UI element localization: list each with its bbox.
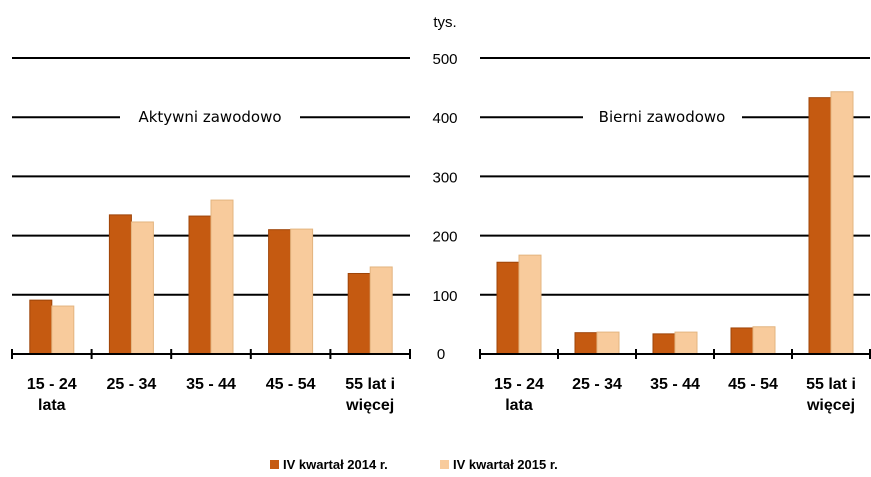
bar-2015 xyxy=(752,326,776,355)
x-tick-label: lata xyxy=(38,397,66,414)
legend: IV kwartał 2014 r. IV kwartał 2015 r. xyxy=(270,457,558,472)
panel-title: Aktywni zawodowo xyxy=(138,108,281,126)
axes xyxy=(11,349,871,359)
x-tick-label: więcej xyxy=(345,397,394,414)
bar-2015 xyxy=(596,331,620,355)
bar-2015 xyxy=(290,228,314,355)
legend-swatch xyxy=(270,460,279,469)
x-tick-label: 25 - 34 xyxy=(572,376,622,393)
bar-2014 xyxy=(268,229,292,355)
x-tick-label: 45 - 54 xyxy=(266,376,316,393)
bar-2014 xyxy=(730,327,754,355)
bar-2014 xyxy=(496,261,520,355)
legend-label: IV kwartał 2014 r. xyxy=(283,457,388,472)
bar-2014 xyxy=(29,299,53,355)
bar-2014 xyxy=(574,332,598,355)
panel-title: Bierni zawodowo xyxy=(599,108,726,126)
bars xyxy=(29,91,854,355)
bar-2015 xyxy=(210,199,234,355)
x-tick-label: lata xyxy=(505,397,533,414)
legend-label: IV kwartał 2015 r. xyxy=(453,457,558,472)
labels: 100 200 300 400 500 0 Aktywni zawodowo 15 - 24 l… xyxy=(27,51,856,414)
y-tick-label: 300 xyxy=(432,169,457,186)
x-tick-label: 35 - 44 xyxy=(186,376,236,393)
y-tick-label: 200 xyxy=(432,229,457,246)
bar-2015 xyxy=(51,305,75,355)
bar-2015 xyxy=(369,266,393,355)
y-tick-label: 0 xyxy=(437,346,445,363)
x-tick-label: 45 - 54 xyxy=(728,376,778,393)
bar-2014 xyxy=(188,215,212,355)
y-tick-label: 100 xyxy=(432,288,457,305)
bar-2014 xyxy=(108,214,132,355)
x-tick-label: 55 lat i xyxy=(345,376,395,393)
bar-2014 xyxy=(347,272,371,355)
x-tick-label: 25 - 34 xyxy=(106,376,156,393)
x-tick-label: więcej xyxy=(806,397,855,414)
legend-swatch xyxy=(440,460,449,469)
x-tick-label: 35 - 44 xyxy=(650,376,700,393)
x-tick-label: 15 - 24 xyxy=(494,376,544,393)
x-tick-label: 55 lat i xyxy=(806,376,856,393)
gridlines xyxy=(12,57,870,296)
y-tick-label: 400 xyxy=(432,110,457,127)
y-unit-label: tys. xyxy=(433,14,456,31)
bar-2015 xyxy=(674,331,698,355)
bar-2015 xyxy=(518,254,542,355)
bar-2015 xyxy=(830,91,854,355)
bar-2014 xyxy=(652,333,676,355)
y-tick-label: 500 xyxy=(432,51,457,68)
x-tick-label: 15 - 24 xyxy=(27,376,77,393)
bar-2015 xyxy=(130,221,154,355)
bar-2014 xyxy=(808,97,832,355)
